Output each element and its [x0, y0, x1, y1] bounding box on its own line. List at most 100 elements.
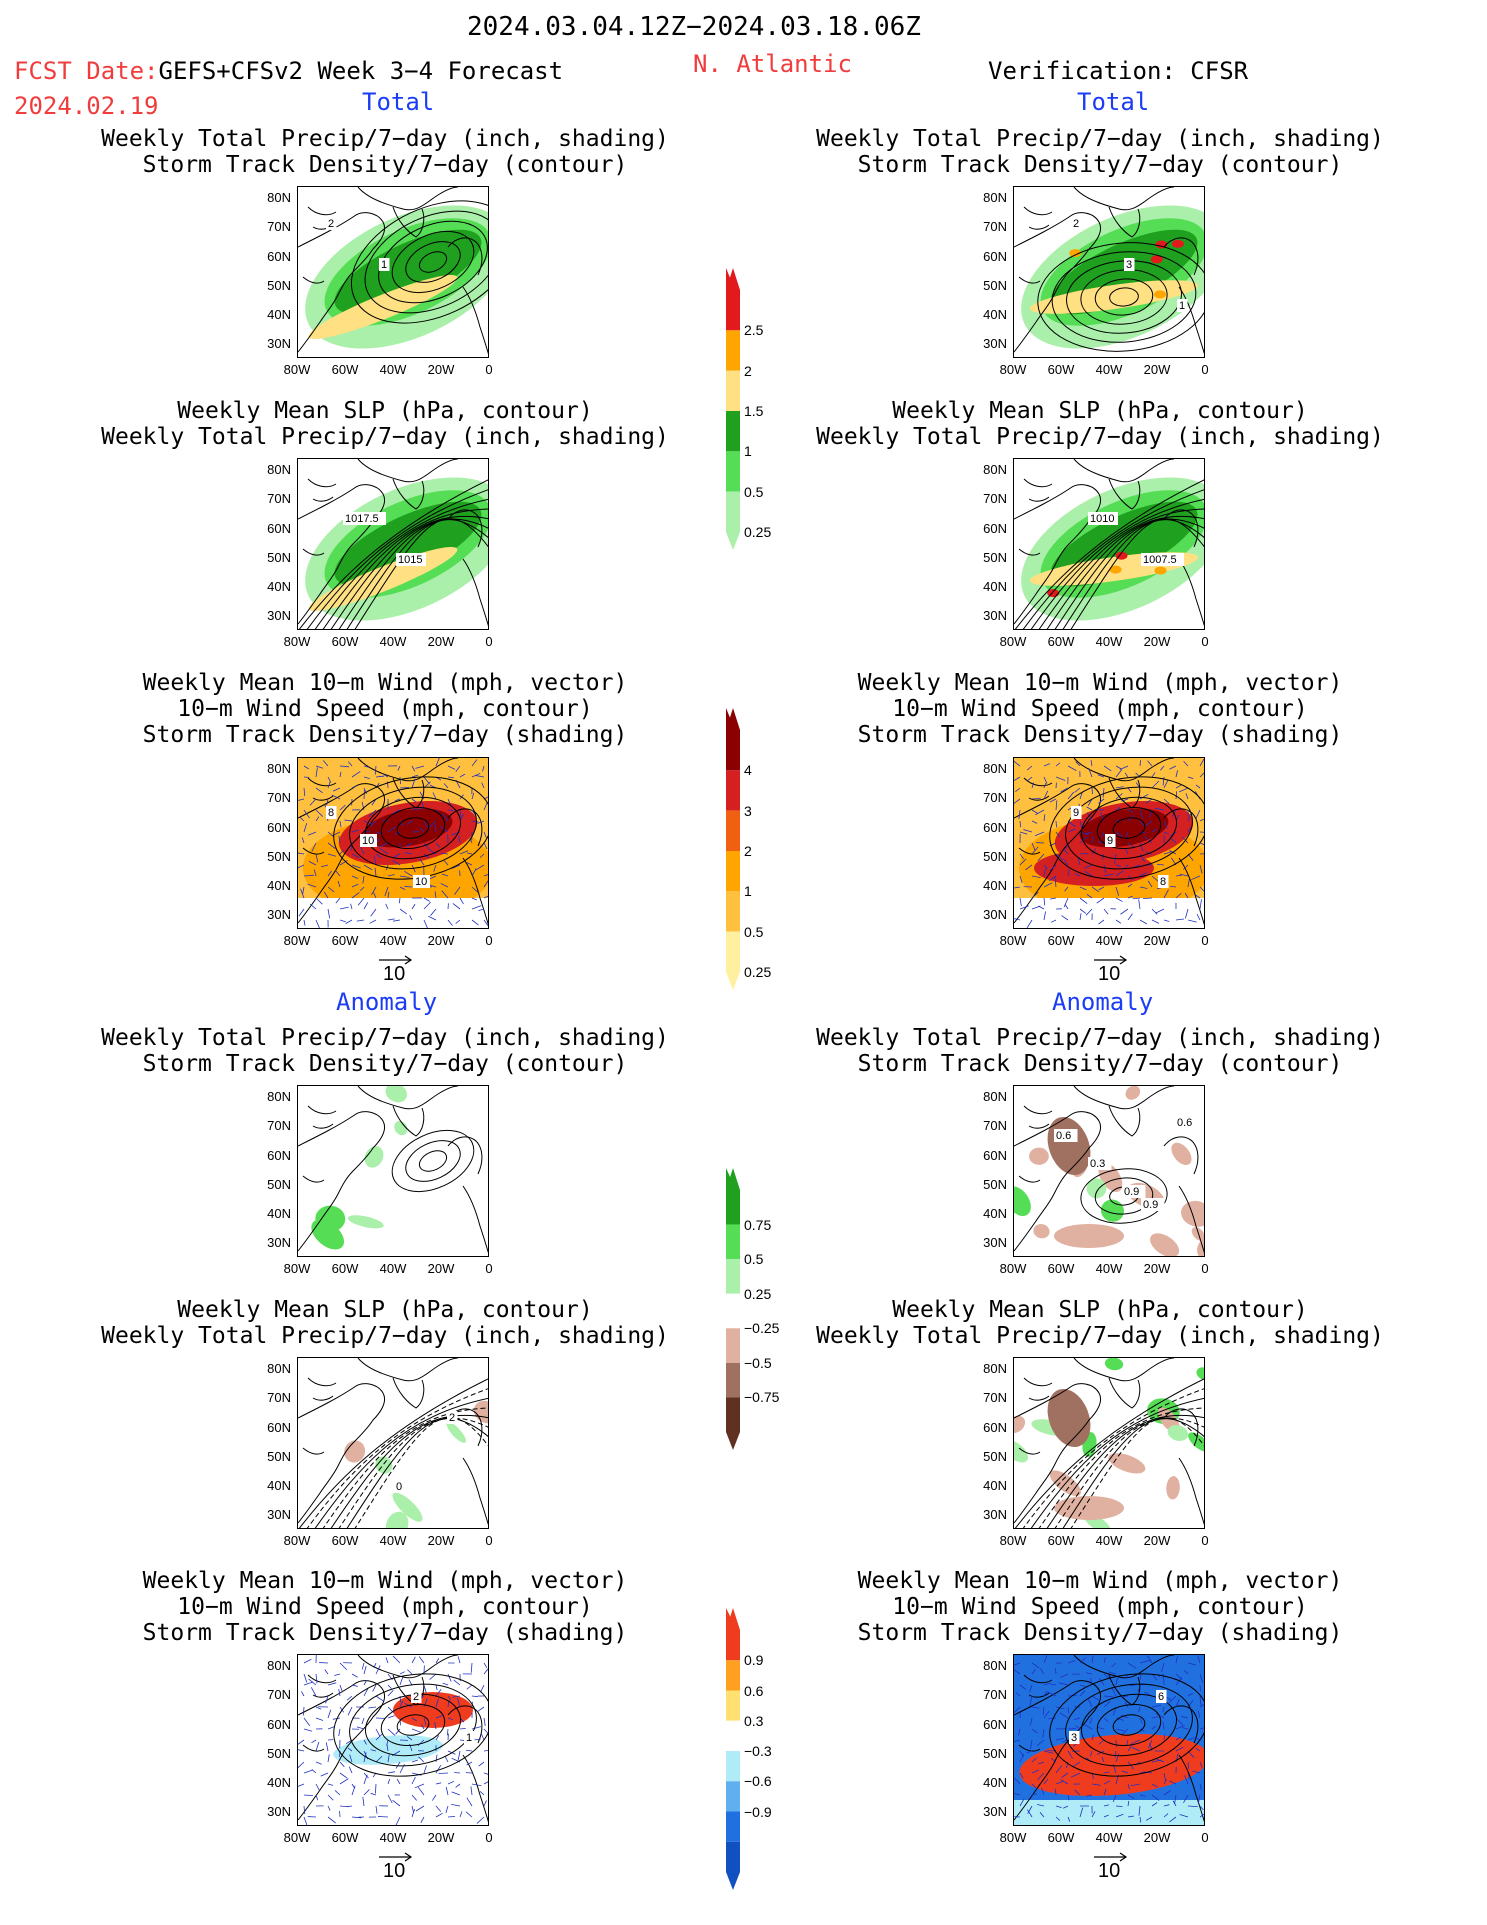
coast-path	[1023, 1674, 1053, 1684]
wind-vector	[1072, 1761, 1081, 1767]
wind-vector	[1098, 1678, 1105, 1686]
coast-path	[1014, 212, 1102, 353]
precip-shade	[334, 501, 482, 587]
wind-vector	[483, 1750, 488, 1752]
wind-vector	[1086, 894, 1093, 899]
wind-vector	[1121, 1728, 1129, 1735]
wind-vector	[1199, 1727, 1204, 1730]
wind-vector	[417, 1739, 425, 1747]
wind-vector	[1127, 1783, 1130, 1790]
wind-vector	[403, 1702, 413, 1708]
lat-tick-label: 50N	[267, 1746, 291, 1761]
wind-vector	[1120, 908, 1129, 915]
wind-vector	[1035, 809, 1045, 816]
coast-path	[357, 1358, 459, 1382]
coast-path	[357, 187, 459, 211]
wind-vector	[1199, 1761, 1203, 1768]
wind-vector	[303, 1717, 311, 1726]
wind-vector	[1181, 1716, 1189, 1719]
panel-title-line: Weekly Total Precip/7−day (inch, shading…	[101, 424, 669, 450]
lon-tick-label: 0	[1201, 1830, 1209, 1845]
wind-vector	[1031, 1757, 1037, 1763]
wind-vector	[483, 1781, 488, 1785]
wind-vector	[1195, 809, 1201, 819]
wind-vector	[1115, 864, 1122, 868]
wind-vector	[1055, 1816, 1061, 1821]
wind-vector	[411, 765, 416, 772]
wind-vector	[303, 787, 306, 797]
wind-vector	[457, 1656, 461, 1664]
anom-track-shade	[393, 1692, 473, 1728]
wind-vector	[378, 842, 389, 848]
wind-vector	[1169, 1780, 1177, 1785]
panel-title-line: 10−m Wind Speed (mph, contour)	[177, 1594, 593, 1620]
coast-path	[298, 1111, 386, 1252]
wind-vector	[1079, 886, 1087, 891]
wind-vector	[357, 897, 365, 906]
anom-track-shade	[1014, 1800, 1204, 1825]
wind-vector	[387, 891, 390, 899]
wind-vector	[1199, 1695, 1202, 1706]
lat-tick-label: 70N	[267, 1390, 291, 1405]
wind-vector	[431, 1794, 437, 1801]
wind-vector	[1199, 1703, 1204, 1708]
colorbar-segment	[726, 330, 740, 371]
anom-shade	[385, 1086, 408, 1103]
lon-tick-label: 80W	[999, 362, 1027, 377]
wind-vector	[334, 1673, 341, 1676]
wind-vector	[1197, 1710, 1201, 1719]
anom-shade	[1014, 1415, 1026, 1433]
colorbar-label: −0.3	[744, 1743, 772, 1759]
wind-vector	[1055, 1780, 1065, 1785]
wind-vector	[1151, 772, 1156, 778]
wind-vector	[392, 919, 401, 922]
lat-tick-label: 60N	[983, 1148, 1007, 1163]
contour-labels: 1010 1007.5	[1088, 512, 1184, 566]
wind-vector	[1103, 873, 1114, 877]
panel-title-line: Weekly Mean 10−m Wind (mph, vector)	[142, 1568, 628, 1594]
lon-tick-label: 0	[1201, 1533, 1209, 1548]
wind-vector	[1049, 864, 1057, 871]
slp-isobar	[1038, 508, 1204, 629]
wind-vector	[323, 891, 329, 899]
colorbar	[726, 1608, 740, 1890]
lat-tick-label: 40N	[267, 1206, 291, 1221]
colorbar-segment	[726, 491, 740, 532]
wind-vector	[1138, 1706, 1141, 1713]
wind-vector	[1175, 770, 1178, 778]
wind-vector	[430, 908, 437, 916]
wind-vector	[1100, 831, 1105, 838]
wind-vector	[1175, 791, 1178, 800]
wind-vector	[327, 1783, 334, 1786]
wind-vector	[454, 1772, 461, 1774]
wind-vector	[361, 1662, 365, 1670]
wind-vector	[1139, 1728, 1145, 1732]
lat-tick-label: 30N	[983, 336, 1007, 351]
wind-vector	[1175, 1746, 1184, 1752]
wind-vector	[434, 891, 437, 899]
wind-vector	[454, 886, 461, 895]
wind-vector	[1043, 790, 1049, 800]
colorbar-label: 0.25	[744, 524, 772, 540]
contour-line	[1094, 1177, 1154, 1215]
coast-path	[1028, 1123, 1050, 1129]
wind-vector	[1031, 846, 1039, 855]
total-label-right: Total	[1077, 88, 1150, 116]
wind-vector	[1014, 1662, 1021, 1666]
coast-path	[462, 286, 488, 355]
wind-vector	[338, 1728, 341, 1737]
wind-vector	[348, 761, 353, 767]
panel-title-line: Weekly Total Precip/7−day (inch, shading…	[816, 126, 1384, 152]
colorbar-segment	[726, 1630, 740, 1661]
wind-vector	[1183, 1669, 1189, 1675]
reference-vector-label: 10	[1098, 1860, 1121, 1882]
track-shade	[1034, 850, 1154, 886]
wind-vector	[1130, 1739, 1141, 1745]
wind-vector	[1195, 784, 1201, 789]
wind-vector	[302, 1706, 305, 1716]
contour-line	[350, 200, 488, 324]
wind-vector	[315, 853, 319, 863]
wind-vector	[471, 792, 475, 800]
contour-label: 1017.5	[345, 513, 379, 525]
wind-vector	[1066, 1761, 1069, 1769]
